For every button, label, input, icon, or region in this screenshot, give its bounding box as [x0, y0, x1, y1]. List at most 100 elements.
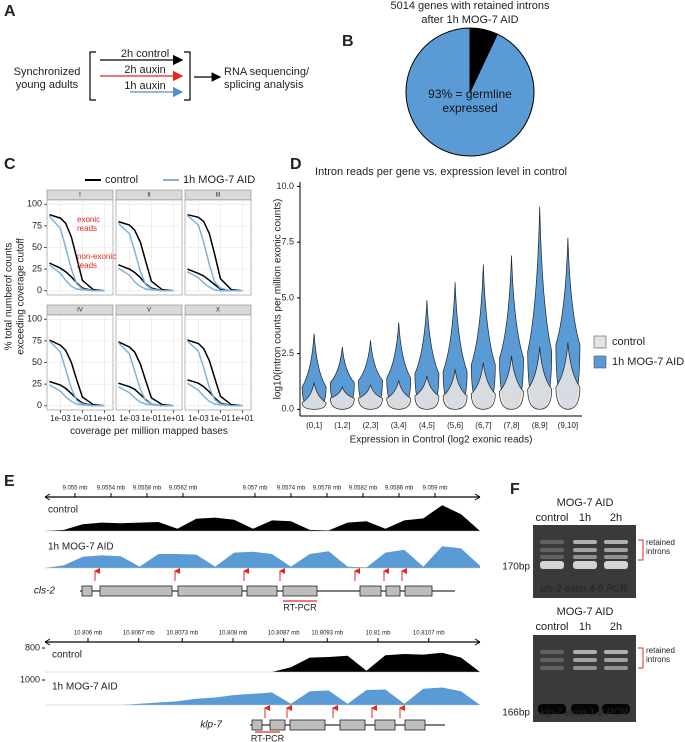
- curve: [187, 382, 243, 407]
- violin: [358, 384, 383, 410]
- band: [573, 555, 597, 559]
- lane-label: 2h: [610, 621, 622, 633]
- facet-label: III: [215, 193, 220, 199]
- y-tick-label: 100: [27, 314, 42, 324]
- pie-label: 93% = germline expressed: [428, 87, 512, 115]
- y-tick-label: 25: [32, 378, 42, 388]
- coverage: [45, 505, 480, 531]
- exon: [282, 585, 318, 597]
- track-label: control: [52, 650, 82, 661]
- genome-tick-label: 9.055 mb: [62, 486, 88, 492]
- exon: [339, 719, 366, 731]
- coverage: [45, 652, 480, 672]
- track-tick-label: 1000: [20, 674, 40, 684]
- violin: [414, 300, 440, 410]
- track-tick-label: 800: [25, 642, 40, 652]
- gene-name: cls-2: [34, 586, 56, 597]
- x-tick-label: (3,4]: [391, 421, 407, 430]
- facet-label: II: [147, 193, 151, 199]
- band: [604, 561, 628, 569]
- legend-label: 1h MOG-7 AID: [612, 356, 684, 368]
- arm-label: 1h auxin: [124, 80, 166, 92]
- genome-tick-label: 9.057 mb: [242, 486, 268, 492]
- lane-label: 2h: [610, 512, 622, 524]
- x-tick-label: 1e+01: [162, 414, 185, 423]
- exon: [404, 585, 433, 597]
- x-tick-label: 1e-01: [72, 414, 93, 423]
- lane-label: 1h: [579, 512, 591, 524]
- legend-label: control: [105, 174, 138, 186]
- genome-tick-label: 10.81 mb: [365, 631, 391, 637]
- lane-label: control: [535, 512, 568, 524]
- band: [573, 561, 597, 569]
- band: [604, 666, 628, 670]
- track-label: control: [48, 505, 78, 516]
- facet-label: I: [79, 193, 81, 199]
- y-tick-label: 10.0: [276, 181, 294, 191]
- band: [573, 666, 597, 670]
- axis-end: [44, 638, 481, 646]
- x-tick-label: 1e-01: [210, 414, 231, 423]
- band: [573, 548, 597, 552]
- marker-label: 170bp: [502, 562, 530, 573]
- x-tick-label: (6,7]: [475, 421, 491, 430]
- y-tick-label: 75: [32, 220, 42, 230]
- exon: [359, 585, 382, 597]
- track-label: 1h MOG-7 AID: [52, 682, 118, 693]
- genome-tick-label: 10.808 mb: [219, 631, 248, 637]
- band: [573, 658, 597, 662]
- band: [573, 540, 597, 544]
- violin: [442, 282, 468, 410]
- exon: [385, 585, 401, 597]
- exon: [251, 719, 263, 731]
- genome-tick-label: 10.8073 mb: [166, 631, 198, 637]
- gel-annotation: retained introns: [646, 538, 675, 557]
- curve: [49, 384, 105, 407]
- lane-label: 1h: [579, 621, 591, 633]
- genome-tick-label: 9.0562 mb: [169, 486, 198, 492]
- curve: [48, 264, 105, 292]
- chart-title: Intron reads per gene vs. expression lev…: [315, 166, 567, 178]
- legend-label: 1h MOG-7 AID: [183, 174, 255, 186]
- x-tick-label: 1e-03: [50, 414, 71, 423]
- violin: [301, 382, 327, 410]
- y-tick-label: 0: [37, 285, 42, 295]
- x-tick-label: (5,6]: [447, 421, 463, 430]
- violin: [301, 333, 327, 410]
- x-axis-label: coverage per million mapped bases: [70, 426, 228, 437]
- genome-tick-label: 9.0586 mb: [385, 486, 414, 492]
- genome-tick-label: 10.8093 mb: [311, 631, 343, 637]
- violin: [499, 355, 524, 410]
- y-tick-label: 2.5: [281, 348, 294, 358]
- facet-label: V: [147, 308, 151, 314]
- x-tick-label: (8,9]: [532, 421, 548, 430]
- x-tick-label: (4,5]: [419, 421, 435, 430]
- x-tick-label: (7,8]: [503, 421, 519, 430]
- band: [540, 548, 564, 552]
- band: [540, 561, 564, 569]
- panel-label: F: [510, 481, 520, 498]
- violin: [358, 340, 383, 410]
- exon: [374, 719, 396, 731]
- x-tick-label: (0,1]: [306, 421, 322, 430]
- curve: [187, 213, 243, 292]
- violin: [555, 237, 581, 410]
- genome-tick-label: 10.8067 mb: [123, 631, 155, 637]
- facet-label: X: [216, 308, 220, 314]
- x-tick-label: 1e-01: [141, 414, 162, 423]
- genome-tick-label: 10.8107 mb: [413, 631, 445, 637]
- exon: [81, 585, 93, 597]
- x-tick-label: (2,3]: [362, 421, 378, 430]
- y-tick-label: 7.5: [281, 237, 294, 247]
- y-tick-label: 5.0: [281, 292, 294, 302]
- arm-label: 2h control: [121, 48, 169, 60]
- panel-label: A: [4, 3, 16, 20]
- y-tick-label: 0: [37, 400, 42, 410]
- track-label: 1h MOG-7 AID: [48, 542, 114, 553]
- gene-name: klp-7: [200, 720, 222, 731]
- panel-label: B: [342, 33, 354, 50]
- genome-tick-label: 9.0558 mb: [133, 486, 162, 492]
- y-tick-label: 50: [32, 357, 42, 367]
- x-tick-label: 1e+01: [93, 414, 116, 423]
- marker-label: 166bp: [502, 708, 530, 719]
